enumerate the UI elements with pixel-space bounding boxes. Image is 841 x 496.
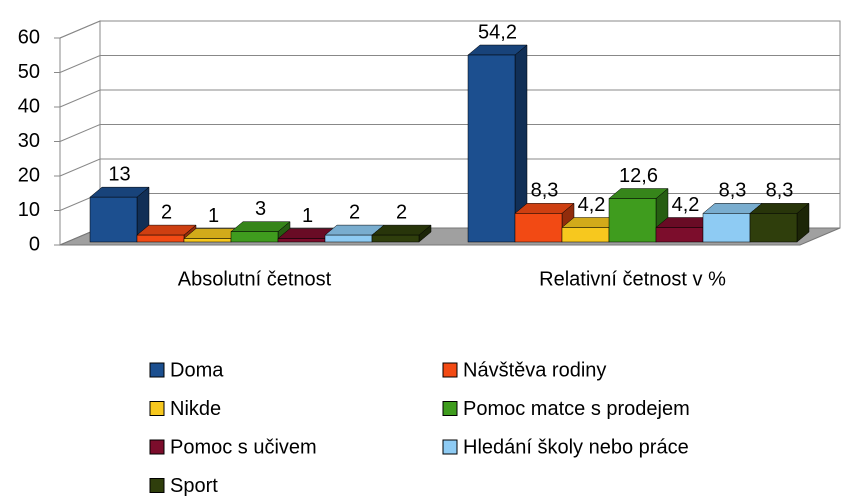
grid-line	[59, 89, 840, 108]
value-label: 13	[108, 163, 130, 185]
value-label: 8,3	[719, 180, 747, 202]
legend-label: Nikde	[170, 398, 221, 420]
legend-label: Hledání školy nebo práce	[463, 436, 689, 458]
legend-swatch	[149, 478, 165, 493]
y-tick-label: 60	[18, 26, 40, 48]
value-label: 1	[208, 205, 219, 227]
bar	[608, 198, 657, 243]
bar	[324, 234, 373, 243]
y-tick-label: 50	[18, 61, 40, 83]
legend-label: Návštěva rodiny	[463, 359, 606, 381]
legend-label: Pomoc matce s prodejem	[463, 398, 690, 420]
value-label: 3	[255, 198, 266, 220]
bar	[136, 234, 185, 243]
value-label: 2	[349, 201, 360, 223]
value-label: 2	[161, 201, 172, 223]
legend-swatch	[149, 439, 165, 455]
grid-line	[59, 158, 840, 177]
bar	[702, 213, 751, 243]
bar	[561, 227, 610, 243]
bar	[514, 213, 563, 243]
value-label: 12,6	[619, 165, 658, 187]
legend-label: Doma	[170, 359, 224, 381]
bar	[371, 234, 420, 243]
grid-line	[59, 124, 840, 142]
legend-swatch	[149, 401, 165, 416]
bar	[655, 227, 704, 243]
bar	[749, 213, 798, 243]
bar	[277, 238, 326, 243]
legend-label: Pomoc s učivem	[170, 436, 317, 458]
grid-line	[59, 20, 840, 39]
x-tick-label: Relativní četnost v %	[539, 268, 726, 290]
x-tick-label: Absolutní četnost	[178, 268, 332, 290]
legend-swatch	[442, 439, 458, 455]
value-label: 1	[302, 205, 313, 227]
legend-label: Sport	[170, 475, 218, 496]
bar	[183, 238, 232, 243]
legend-swatch	[442, 362, 458, 378]
value-label: 8,3	[531, 180, 559, 202]
bar	[467, 54, 516, 243]
legend-swatch	[442, 401, 458, 416]
legend-swatch	[149, 362, 165, 378]
value-label: 8,3	[766, 180, 794, 202]
value-label: 2	[396, 201, 407, 223]
y-tick-label: 20	[18, 164, 40, 186]
y-tick-label: 10	[18, 199, 40, 221]
bar	[89, 196, 138, 243]
value-label: 4,2	[578, 194, 606, 216]
bar	[230, 231, 279, 243]
y-tick-label: 40	[18, 95, 40, 117]
y-tick-label: 30	[18, 130, 40, 152]
value-label: 54,2	[478, 21, 517, 43]
grid-line	[59, 55, 840, 73]
y-tick-label: 0	[29, 233, 40, 255]
value-label: 4,2	[672, 194, 700, 216]
